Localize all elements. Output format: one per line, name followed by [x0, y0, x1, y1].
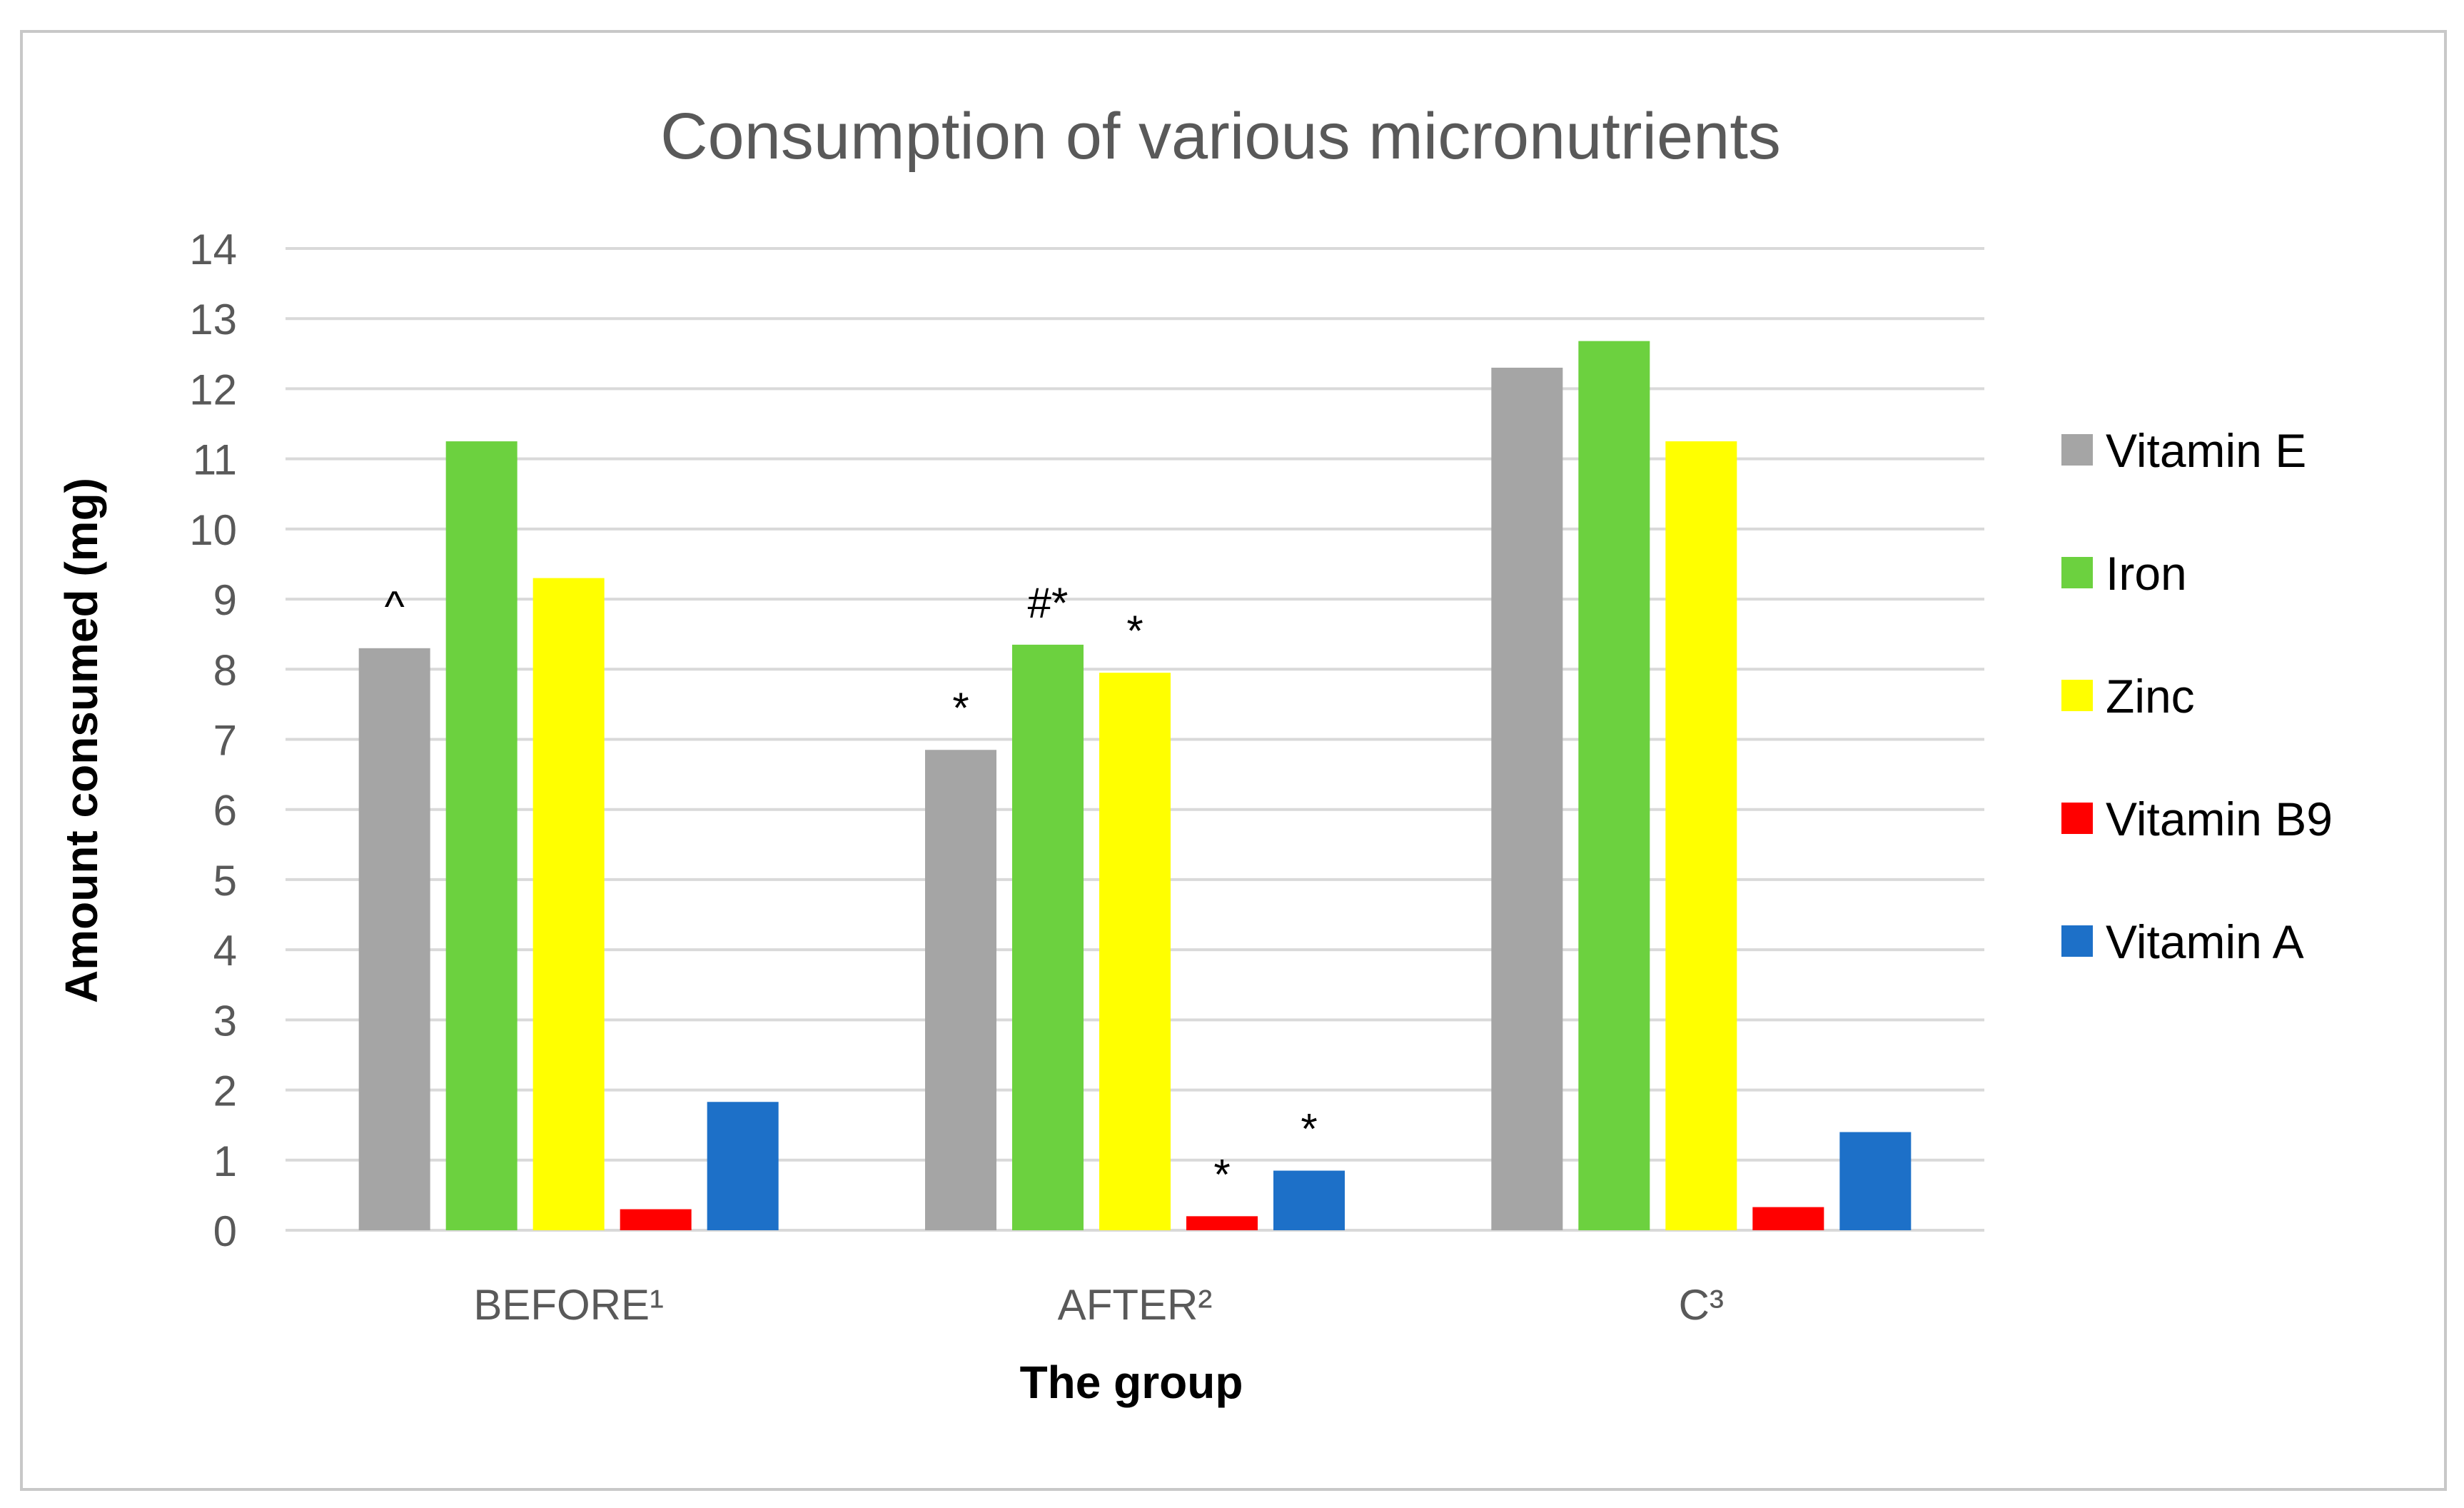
significance-annotations: ^ * #* * * *	[385, 579, 1318, 1198]
legend-swatch	[2061, 434, 2093, 466]
y-tick-label: 2	[213, 1067, 237, 1115]
y-tick-label: 1	[213, 1137, 237, 1185]
y-tick-label: 14	[189, 226, 237, 273]
legend-swatch	[2061, 803, 2093, 834]
bar-vitamin-b9-1	[1186, 1216, 1258, 1230]
bars	[358, 341, 1912, 1231]
y-tick-label: 0	[213, 1207, 237, 1255]
legend-item-vitamin-e: Vitamin E	[2061, 424, 2306, 477]
bar-iron-2	[1578, 341, 1650, 1231]
y-tick-label: 13	[189, 296, 237, 343]
bar-vitamin-e-0	[358, 648, 430, 1230]
legend-swatch	[2061, 557, 2093, 588]
y-tick-label: 10	[189, 506, 237, 554]
bar-vitamin-a-0	[707, 1102, 779, 1230]
bar-zinc-2	[1665, 441, 1737, 1230]
bar-vitamin-e-2	[1491, 367, 1563, 1230]
bar-zinc-0	[532, 578, 605, 1230]
legend-item-zinc: Zinc	[2061, 670, 2195, 723]
legend-label: Vitamin E	[2106, 424, 2306, 477]
bar-iron-1	[1012, 644, 1084, 1230]
bar-zinc-1	[1099, 673, 1171, 1230]
y-tick-label: 7	[213, 717, 237, 765]
legend-item-vitamin-b9: Vitamin B9	[2061, 793, 2333, 845]
legend-item-vitamin-a: Vitamin A	[2061, 915, 2304, 968]
legend-item-iron: Iron	[2061, 547, 2187, 600]
y-tick-label: 3	[213, 997, 237, 1045]
bar-vitamin-a-1	[1273, 1170, 1345, 1230]
significance-marker: *	[1213, 1150, 1230, 1198]
bar-vitamin-a-2	[1839, 1132, 1912, 1230]
legend: Vitamin E Iron Zinc Vitamin B9 Vitamin A	[2061, 424, 2333, 968]
significance-marker: *	[1126, 607, 1143, 655]
significance-marker: #*	[1028, 579, 1069, 627]
x-tick-label: AFTER²	[1058, 1281, 1213, 1329]
legend-label: Iron	[2106, 547, 2187, 600]
x-tick-label: C³	[1679, 1281, 1724, 1329]
y-tick-label: 12	[189, 366, 237, 413]
legend-swatch	[2061, 925, 2093, 957]
x-tick-label: BEFORE¹	[473, 1281, 664, 1329]
y-tick-label: 5	[213, 857, 237, 905]
bar-vitamin-b9-0	[620, 1209, 692, 1230]
x-axis-label: The group	[1020, 1357, 1243, 1408]
y-tick-label: 9	[213, 576, 237, 624]
bar-vitamin-b9-2	[1752, 1207, 1824, 1230]
significance-marker: ^	[385, 583, 405, 630]
y-tick-label: 4	[213, 927, 237, 975]
chart-title: Consumption of various micronutrients	[660, 100, 1781, 173]
bar-iron-0	[445, 441, 517, 1230]
significance-marker: *	[1301, 1105, 1317, 1153]
legend-label: Vitamin A	[2106, 915, 2304, 968]
bar-vitamin-e-1	[925, 750, 996, 1230]
legend-label: Zinc	[2106, 670, 2195, 723]
legend-label: Vitamin B9	[2106, 793, 2333, 845]
significance-marker: *	[952, 684, 969, 732]
x-axis-ticks: BEFORE¹ AFTER² C³	[473, 1281, 1724, 1329]
y-tick-label: 6	[213, 787, 237, 835]
legend-swatch	[2061, 680, 2093, 711]
y-tick-label: 8	[213, 646, 237, 694]
y-axis-label: Amount consumed (mg)	[56, 478, 107, 1003]
y-tick-label: 11	[193, 436, 237, 484]
